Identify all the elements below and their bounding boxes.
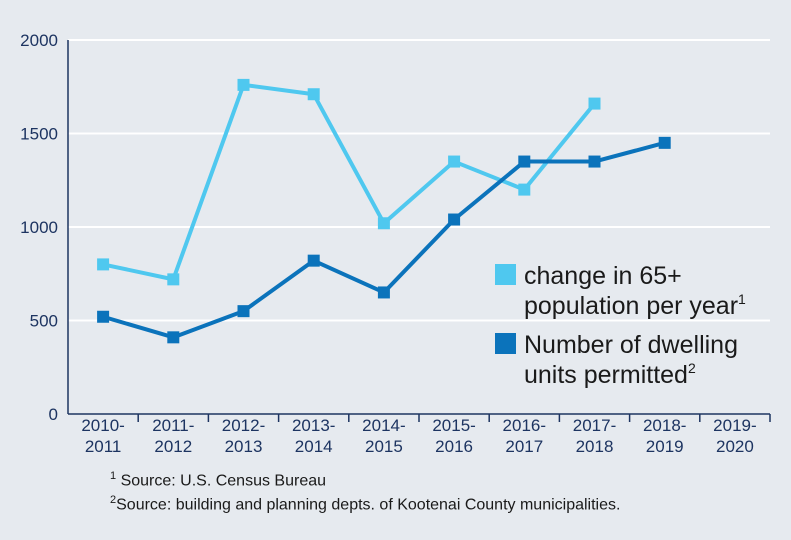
data-point (167, 331, 180, 344)
x-tick-label: 2014- (362, 416, 405, 435)
data-point (448, 155, 461, 168)
data-point (377, 217, 390, 230)
data-point (377, 286, 390, 299)
data-point (97, 258, 110, 271)
x-tick-label: 2012- (222, 416, 265, 435)
legend-swatch (495, 264, 516, 285)
x-tick-label: 2011- (152, 416, 194, 435)
x-tick-label: 2011 (85, 437, 122, 456)
x-tick-label: 2013 (225, 437, 263, 456)
legend-label: Number of dwelling (524, 331, 738, 359)
footnote-mark: 1 (110, 470, 117, 482)
data-point (307, 254, 320, 267)
data-point (658, 136, 671, 149)
x-tick-label: 2018- (643, 416, 686, 435)
x-tick-label: 2019 (646, 437, 684, 456)
footnote-1: 1 Source: U.S. Census Bureau (110, 470, 326, 490)
x-tick-label: 2017- (573, 416, 616, 435)
y-tick-label: 500 (30, 312, 58, 331)
x-tick-label: 2020 (716, 437, 754, 456)
line-chart: 0 500 1000 1500 2000 2010- 2011 2011- 2012 2012- 2… (20, 31, 771, 456)
footnote-text: Source: U.S. Census Bureau (120, 472, 327, 490)
legend-swatch (495, 333, 516, 354)
data-point (237, 305, 250, 318)
y-tick-label: 2000 (20, 31, 58, 50)
data-point (167, 273, 180, 286)
data-point (588, 155, 601, 168)
x-tick-label: 2010- (81, 416, 124, 435)
x-tick-label: 2012 (154, 437, 192, 456)
x-tick-label: 2019- (713, 416, 756, 435)
x-tick-label: 2016 (435, 437, 473, 456)
data-point (588, 97, 601, 110)
x-tick-label: 2016- (503, 416, 546, 435)
y-tick-label: 1500 (20, 125, 58, 144)
data-point (97, 310, 110, 323)
x-tick-label: 2017 (505, 437, 543, 456)
footnote-text: Source: building and planning depts. of … (116, 496, 621, 514)
series-line-1 (102, 82, 597, 282)
y-tick-label: 1000 (20, 218, 58, 237)
x-tick-label: 2013- (292, 416, 335, 435)
x-tick-label: 2018 (576, 437, 614, 456)
legend-label: population per year1 (524, 291, 746, 320)
x-tick-label: 2014 (295, 437, 333, 456)
x-tick-label: 2015 (365, 437, 403, 456)
footnote-mark: 2 (110, 494, 117, 506)
x-tick-label: 2015- (432, 416, 475, 435)
data-point (448, 213, 461, 226)
data-point (518, 183, 531, 196)
legend-label: units permitted2 (524, 360, 696, 389)
data-point (237, 78, 250, 91)
data-point (307, 88, 320, 101)
data-point (518, 155, 531, 168)
y-tick-label: 0 (49, 405, 58, 424)
footnote-2: 2Source: building and planning depts. of… (110, 494, 620, 514)
legend-label: change in 65+ (524, 262, 682, 290)
